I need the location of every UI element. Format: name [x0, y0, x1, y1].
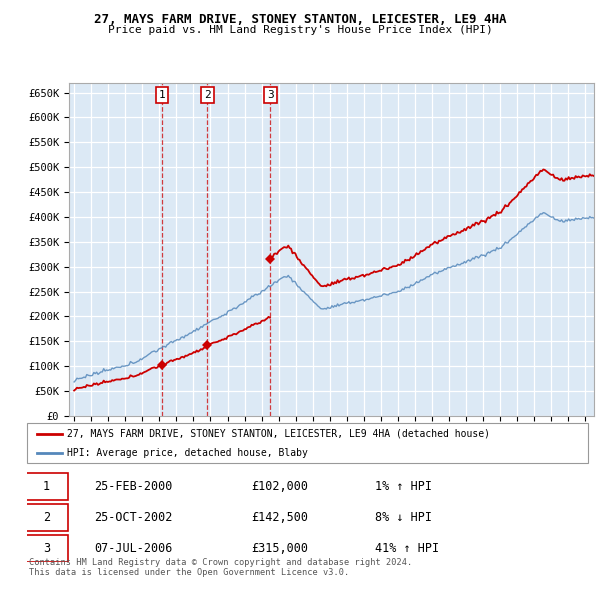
Text: 2: 2 [43, 511, 50, 524]
Text: 25-OCT-2002: 25-OCT-2002 [94, 511, 173, 524]
FancyBboxPatch shape [26, 504, 68, 531]
Text: 8% ↓ HPI: 8% ↓ HPI [375, 511, 432, 524]
Text: Price paid vs. HM Land Registry's House Price Index (HPI): Price paid vs. HM Land Registry's House … [107, 25, 493, 35]
Text: 41% ↑ HPI: 41% ↑ HPI [375, 542, 439, 555]
Text: 3: 3 [267, 90, 274, 100]
Text: 1: 1 [158, 90, 165, 100]
Text: 2: 2 [204, 90, 211, 100]
Text: £102,000: £102,000 [251, 480, 308, 493]
Text: £142,500: £142,500 [251, 511, 308, 524]
Text: £315,000: £315,000 [251, 542, 308, 555]
FancyBboxPatch shape [26, 535, 68, 562]
Text: 27, MAYS FARM DRIVE, STONEY STANTON, LEICESTER, LE9 4HA: 27, MAYS FARM DRIVE, STONEY STANTON, LEI… [94, 13, 506, 26]
Text: 25-FEB-2000: 25-FEB-2000 [94, 480, 173, 493]
Text: Contains HM Land Registry data © Crown copyright and database right 2024.
This d: Contains HM Land Registry data © Crown c… [29, 558, 412, 577]
FancyBboxPatch shape [26, 473, 68, 500]
Text: 1: 1 [43, 480, 50, 493]
Text: 3: 3 [43, 542, 50, 555]
Text: 07-JUL-2006: 07-JUL-2006 [94, 542, 173, 555]
Text: 1% ↑ HPI: 1% ↑ HPI [375, 480, 432, 493]
Text: HPI: Average price, detached house, Blaby: HPI: Average price, detached house, Blab… [67, 448, 308, 458]
Text: 27, MAYS FARM DRIVE, STONEY STANTON, LEICESTER, LE9 4HA (detached house): 27, MAYS FARM DRIVE, STONEY STANTON, LEI… [67, 429, 490, 439]
